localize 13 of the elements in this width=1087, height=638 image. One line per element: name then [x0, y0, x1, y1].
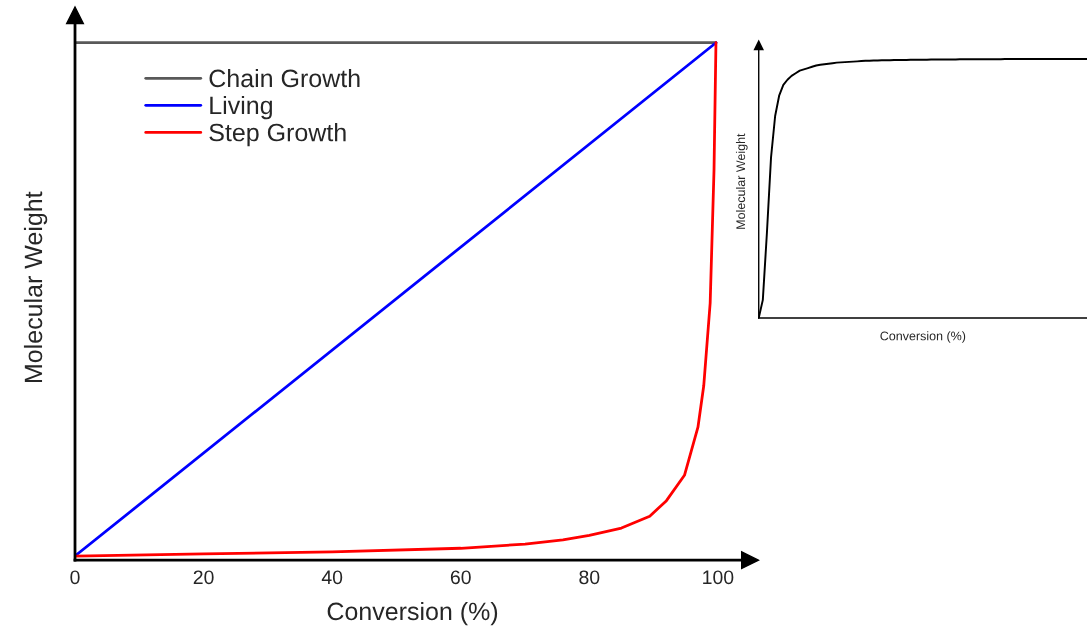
y-axis-title: Molecular Weight: [735, 133, 748, 229]
x-tick-label: 40: [321, 570, 343, 585]
x-axis-title: Conversion (%): [327, 601, 498, 626]
legend-label: Living: [210, 95, 272, 120]
x-axis-title: Conversion (%): [880, 331, 966, 343]
legend-label: Step Growth: [209, 123, 346, 147]
x-tick-label: 20: [193, 570, 214, 585]
x-tick-label: 100: [703, 570, 734, 585]
x-tick-label: 80: [579, 570, 600, 585]
x-tick-label: 60: [450, 570, 471, 585]
legend-label: Chain Growth: [209, 68, 360, 88]
x-tick-label: 0: [70, 570, 80, 585]
y-axis-title: Molecular Weight: [23, 191, 48, 383]
